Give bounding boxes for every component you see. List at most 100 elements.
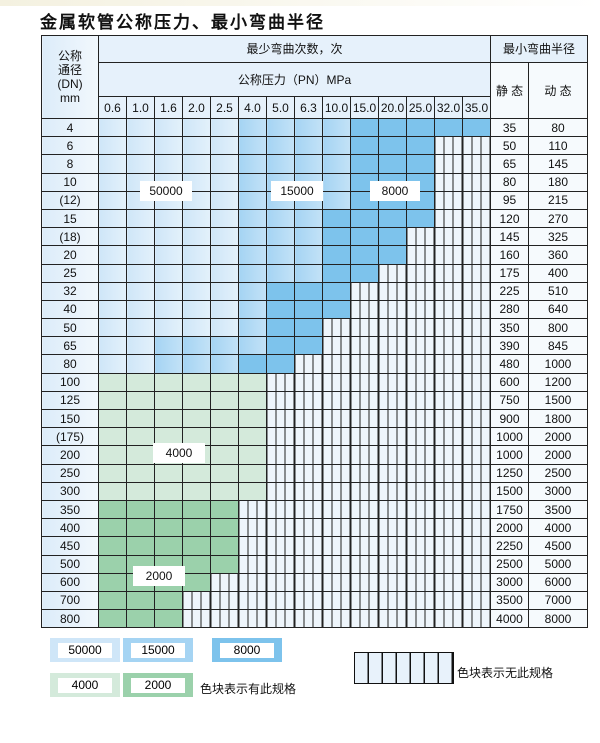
unavailable-cell bbox=[350, 463, 379, 483]
cycles-cell-4000 bbox=[154, 390, 183, 411]
unavailable-cell bbox=[378, 463, 407, 483]
cycles-cell-2000 bbox=[182, 536, 211, 556]
dn-cell: 10 bbox=[41, 172, 99, 192]
unavailable-cell bbox=[266, 390, 295, 411]
legend-label: 50000 bbox=[58, 642, 112, 658]
table-row: 300 1500 3000 bbox=[41, 481, 588, 501]
cycles-cell-15000 bbox=[322, 172, 351, 192]
unavailable-cell bbox=[434, 536, 463, 556]
dynamic-radius-cell: 80 bbox=[528, 117, 588, 138]
cycles-cell-8000 bbox=[294, 281, 323, 301]
cycles-cell-2000 bbox=[182, 518, 211, 538]
cycles-cell-15000 bbox=[294, 117, 323, 138]
dn-header-line: (DN) bbox=[57, 77, 83, 91]
unavailable-cell bbox=[350, 572, 379, 592]
unavailable-cell bbox=[182, 609, 211, 629]
table-row: 100 600 1200 bbox=[41, 372, 588, 392]
cycles-cell-4000 bbox=[238, 445, 267, 465]
cycles-cell-50000 bbox=[154, 117, 183, 138]
region-label-2000: 2000 bbox=[133, 566, 185, 586]
cycles-cell-8000 bbox=[238, 354, 267, 374]
cycles-cell-2000 bbox=[182, 499, 211, 520]
cycles-cell-15000 bbox=[266, 227, 295, 247]
static-radius-cell: 160 bbox=[490, 245, 529, 265]
cycles-cell-8000 bbox=[406, 154, 435, 174]
cycles-cell-50000 bbox=[182, 263, 211, 283]
cycles-cell-4000 bbox=[182, 463, 211, 483]
table-row: (18) 145 325 bbox=[41, 227, 588, 247]
dynamic-radius-cell: 2000 bbox=[528, 445, 588, 465]
unavailable-cell bbox=[266, 536, 295, 556]
table-row: 800 4000 8000 bbox=[41, 609, 588, 629]
table-row: 600 3000 6000 bbox=[41, 572, 588, 592]
unavailable-cell bbox=[406, 463, 435, 483]
cycles-cell-50000 bbox=[98, 318, 127, 338]
dynamic-radius-cell: 800 bbox=[528, 318, 588, 338]
legend-8000: 8000 bbox=[212, 638, 282, 662]
dn-cell: (12) bbox=[41, 190, 99, 210]
unavailable-cell bbox=[378, 372, 407, 392]
unavailable-cell bbox=[294, 499, 323, 520]
static-radius-cell: 280 bbox=[490, 299, 529, 320]
unavailable-cell bbox=[462, 136, 491, 156]
static-radius-cell: 120 bbox=[490, 208, 529, 229]
cycles-cell-4000 bbox=[154, 463, 183, 483]
cycles-cell-15000 bbox=[266, 117, 295, 138]
cycles-cell-2000 bbox=[98, 499, 127, 520]
dynamic-radius-cell: 5000 bbox=[528, 554, 588, 574]
cycles-cell-50000 bbox=[126, 227, 155, 247]
legend-4000: 4000 bbox=[50, 673, 120, 697]
unavailable-cell bbox=[294, 590, 323, 611]
dynamic-radius-cell: 145 bbox=[528, 154, 588, 174]
cycles-cell-2000 bbox=[126, 609, 155, 629]
dn-header-line: 公称 bbox=[57, 49, 82, 63]
cycles-cell-8000 bbox=[434, 117, 463, 138]
cycles-cell-4000 bbox=[210, 427, 239, 447]
cycles-cell-8000 bbox=[294, 318, 323, 338]
cycles-cell-50000 bbox=[98, 136, 127, 156]
cycles-cell-8000 bbox=[350, 263, 379, 283]
cycles-cell-15000 bbox=[294, 154, 323, 174]
unavailable-cell bbox=[350, 590, 379, 611]
cycles-cell-2000 bbox=[154, 590, 183, 611]
unavailable-cell bbox=[322, 554, 351, 574]
dn-cell: 6 bbox=[41, 136, 99, 156]
cycles-cell-50000 bbox=[182, 318, 211, 338]
legend-unavailable-swatch bbox=[354, 652, 454, 684]
cycles-cell-2000 bbox=[154, 609, 183, 629]
cycles-cell-50000 bbox=[210, 190, 239, 210]
cycles-cell-4000 bbox=[210, 372, 239, 392]
cycles-cell-2000 bbox=[154, 536, 183, 556]
unavailable-cell bbox=[462, 281, 491, 301]
cycles-cell-2000 bbox=[154, 518, 183, 538]
unavailable-cell bbox=[434, 172, 463, 192]
dn-cell: 100 bbox=[41, 372, 99, 392]
unavailable-cell bbox=[434, 445, 463, 465]
cycles-cell-15000 bbox=[182, 354, 211, 374]
cycles-cell-15000 bbox=[238, 318, 267, 338]
unavailable-cell bbox=[238, 572, 267, 592]
cycles-cell-50000 bbox=[182, 208, 211, 229]
table-row: 15 120 270 bbox=[41, 208, 588, 229]
cycles-cell-8000 bbox=[266, 299, 295, 320]
radius-header: 最小弯曲半径 bbox=[490, 35, 588, 63]
unavailable-cell bbox=[294, 408, 323, 429]
table-row: 80 480 1000 bbox=[41, 354, 588, 374]
static-radius-cell: 1000 bbox=[490, 427, 529, 447]
unavailable-cell bbox=[378, 281, 407, 301]
dn-cell: 65 bbox=[41, 336, 99, 356]
table-row: 125 750 1500 bbox=[41, 390, 588, 411]
cycles-cell-4000 bbox=[238, 390, 267, 411]
dynamic-radius-cell: 510 bbox=[528, 281, 588, 301]
static-radius-cell: 4000 bbox=[490, 609, 529, 629]
pressure-column-header: 5.0 bbox=[266, 96, 295, 119]
unavailable-cell bbox=[322, 572, 351, 592]
static-radius-cell: 1500 bbox=[490, 481, 529, 501]
cycles-cell-50000 bbox=[210, 281, 239, 301]
unavailable-cell bbox=[434, 227, 463, 247]
static-radius-cell: 65 bbox=[490, 154, 529, 174]
static-radius-cell: 3000 bbox=[490, 572, 529, 592]
cycles-cell-8000 bbox=[322, 263, 351, 283]
unavailable-cell bbox=[350, 299, 379, 320]
legend-label: 4000 bbox=[58, 677, 112, 693]
